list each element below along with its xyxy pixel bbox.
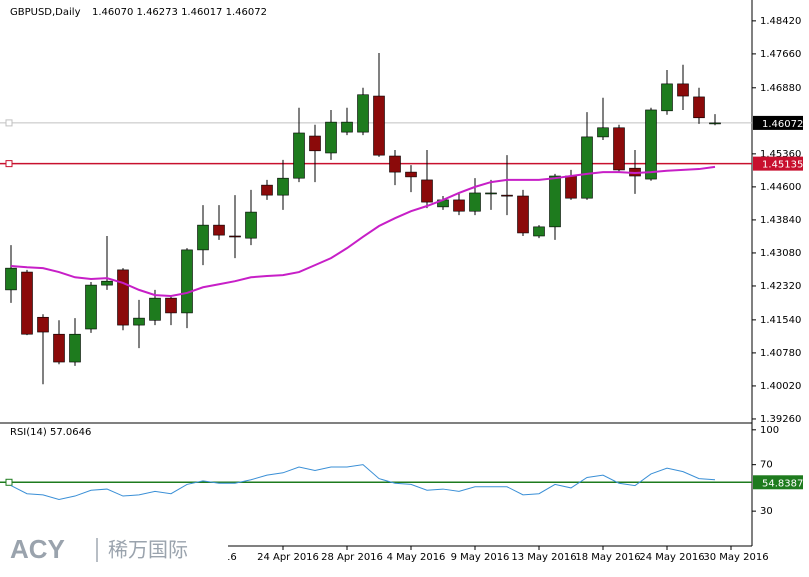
logo: ACY 稀万国际 <box>0 526 228 573</box>
x-tick-label: 24 May 2016 <box>639 552 704 563</box>
candle-body <box>517 195 529 234</box>
value-box <box>753 115 803 130</box>
candle-body <box>693 96 705 119</box>
candle-body <box>165 297 177 314</box>
candle-body <box>661 83 673 112</box>
candle-body <box>613 127 625 171</box>
x-tick-label: 4 May 2016 <box>387 552 446 563</box>
level-marker <box>5 119 13 127</box>
candle-body <box>5 267 17 291</box>
candle-body <box>117 269 129 326</box>
candle-body <box>69 333 81 363</box>
candle-body <box>645 109 657 180</box>
logo-background <box>0 526 228 573</box>
candle-body <box>37 316 49 333</box>
y-tick-label: 1.47660 <box>760 49 801 60</box>
value-box <box>753 475 803 490</box>
candle-body <box>133 317 145 326</box>
level-marker <box>5 478 13 486</box>
value-box-label: 1.46072 <box>762 119 803 130</box>
level-marker <box>5 160 13 168</box>
ohlc-values: 1.46070 1.46273 1.46017 1.46072 <box>92 7 267 18</box>
y-tick-label: 1.40020 <box>760 381 801 392</box>
candle-body <box>213 224 225 236</box>
candle-body <box>581 136 593 199</box>
candle-body <box>709 122 721 125</box>
y-tick-label: 70 <box>760 460 773 471</box>
candle-body <box>325 121 337 154</box>
candle-body <box>597 127 609 138</box>
candle-body <box>309 135 321 152</box>
candle-body <box>533 226 545 237</box>
candle-body <box>549 175 561 228</box>
candle-body <box>53 333 65 363</box>
y-tick-label: 1.43840 <box>760 215 801 226</box>
candle-body <box>677 83 689 97</box>
candle-body <box>181 249 193 314</box>
candle-body <box>485 192 497 195</box>
y-tick-label: 1.39260 <box>760 414 801 425</box>
candle-body <box>229 235 241 238</box>
value-box-label: 54.8387 <box>762 478 803 489</box>
y-tick-label: 1.41540 <box>760 315 801 326</box>
x-tick-label: 30 May 2016 <box>703 552 768 563</box>
candle-body <box>357 94 369 133</box>
x-tick-label: 9 May 2016 <box>451 552 510 563</box>
x-tick-label: 18 May 2016 <box>575 552 640 563</box>
y-tick-label: 1.46880 <box>760 83 801 94</box>
candle-body <box>469 192 481 212</box>
y-tick-label: 1.44600 <box>760 182 801 193</box>
candle-body <box>405 171 417 178</box>
candle-body <box>261 184 273 196</box>
chart-title: GBPUSD,Daily <box>10 7 81 18</box>
candle-body <box>197 224 209 251</box>
y-tick-label: 1.48420 <box>760 16 801 27</box>
candle-body <box>421 179 433 203</box>
candle-body <box>293 132 305 179</box>
candle-body <box>565 175 577 199</box>
plot: 1.48420 1.47660 1.46880 1.45360 1.44600 1.438… <box>0 16 803 563</box>
candle-body <box>453 199 465 212</box>
y-tick-label: 100 <box>760 425 779 436</box>
y-tick-label: 1.40780 <box>760 348 801 359</box>
y-tick-label: 1.43080 <box>760 248 801 259</box>
candle-body <box>373 95 385 156</box>
moving-average <box>10 165 716 297</box>
candle-body <box>101 280 113 286</box>
candle-body <box>501 194 513 197</box>
x-tick-label: 24 Apr 2016 <box>257 552 319 563</box>
candle-body <box>21 271 33 335</box>
candle-body <box>149 297 161 321</box>
x-tick-label: 13 May 2016 <box>511 552 576 563</box>
candle-body <box>245 211 257 239</box>
x-tick-label: 28 Apr 2016 <box>321 552 383 563</box>
y-tick-label: 1.42320 <box>760 281 801 292</box>
logo-brand: ACY <box>10 534 65 564</box>
rsi-line <box>10 464 716 501</box>
value-box-label: 1.45135 <box>762 160 803 171</box>
candle-body <box>277 177 289 196</box>
y-tick-label: 1.45360 <box>760 149 801 160</box>
indicator-title: RSI(14) 57.0646 <box>10 427 91 438</box>
value-box <box>753 156 803 171</box>
candle-body <box>389 155 401 173</box>
logo-name: 稀万国际 <box>108 538 188 562</box>
candle-body <box>85 284 97 330</box>
candle-body <box>341 121 353 133</box>
y-tick-label: 30 <box>760 506 773 517</box>
